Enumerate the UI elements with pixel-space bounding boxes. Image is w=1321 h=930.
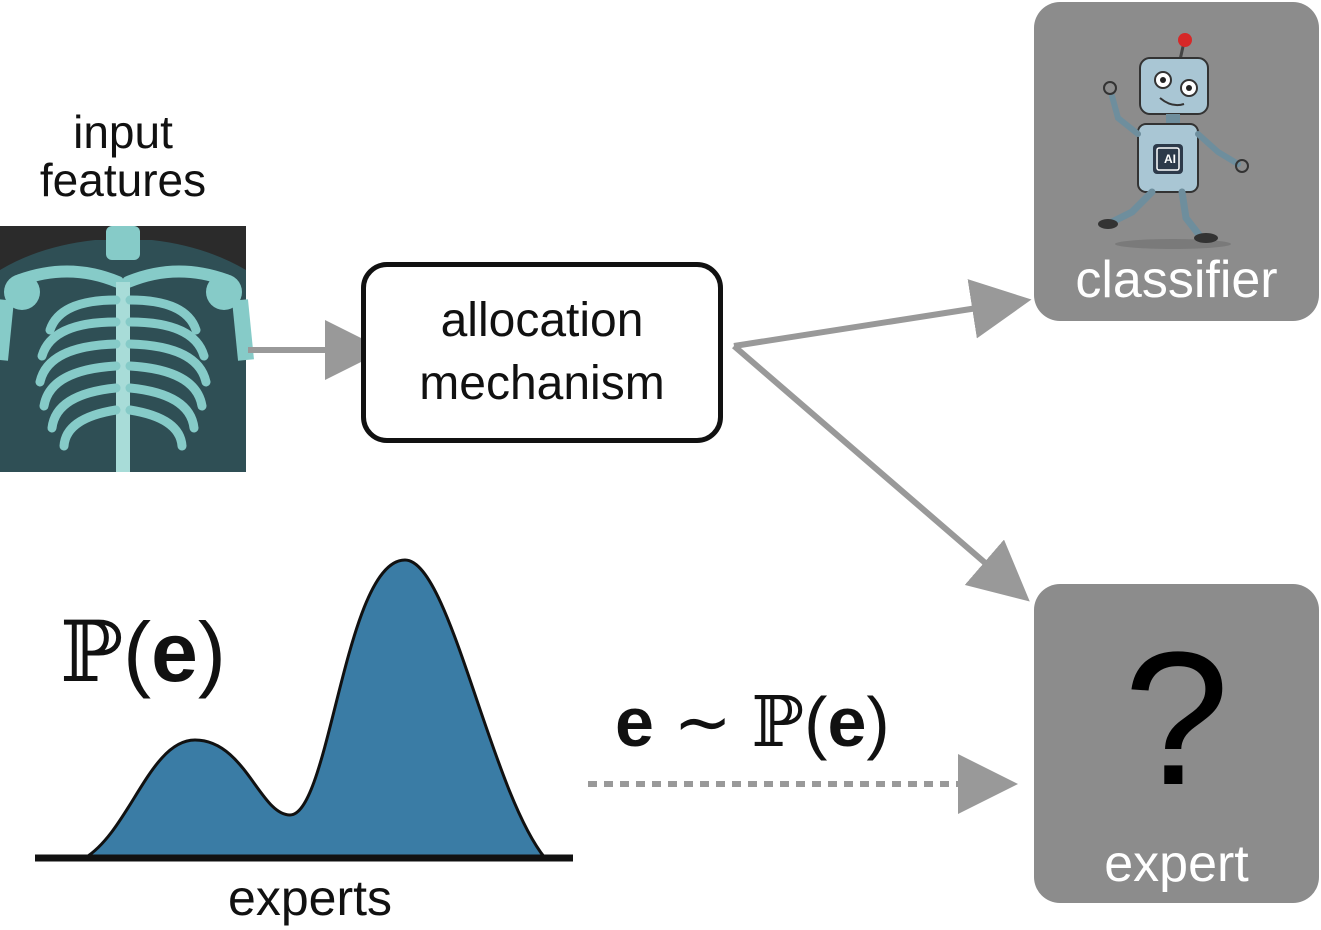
arrow-allocation-to-expert xyxy=(732,343,1030,602)
allocation-label-line1: allocation xyxy=(440,294,644,348)
sample-var: e xyxy=(615,683,654,761)
prob-symbol: ℙ xyxy=(60,603,124,701)
allocation-mechanism-box: allocation mechanism xyxy=(361,262,723,443)
prob-arg: e xyxy=(151,605,198,699)
input-label-line2: features xyxy=(39,154,207,207)
input-features-label: input features xyxy=(0,108,246,205)
sample-arg: e xyxy=(827,683,867,761)
sample-symbol: ℙ xyxy=(751,681,805,763)
robot-icon xyxy=(1034,2,1319,321)
allocation-label-line2: mechanism xyxy=(419,356,665,410)
density-curve xyxy=(79,558,549,860)
experts-axis-label: experts xyxy=(228,870,392,926)
arrow-allocation-to-classifier xyxy=(733,279,1032,349)
chip-text: AI xyxy=(1164,152,1176,166)
expert-label: expert xyxy=(1104,835,1249,893)
classifier-label: classifier xyxy=(1075,251,1278,309)
expert-box: ? expert xyxy=(1034,584,1319,903)
sampling-label: e ∼ ℙ(e) xyxy=(615,681,890,763)
xray-image xyxy=(0,226,254,472)
sample-relation: ∼ xyxy=(673,683,733,761)
distribution-label: ℙ(e) xyxy=(60,603,226,701)
classifier-box: AI classifier xyxy=(1034,2,1319,321)
input-label-line1: input xyxy=(73,106,173,158)
unknown-expert-symbol: ? xyxy=(1123,613,1230,825)
